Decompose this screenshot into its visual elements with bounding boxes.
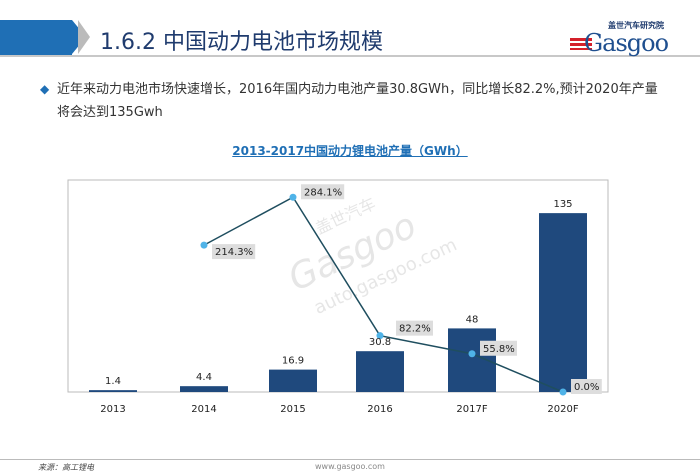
gasgoo-logo: 盖世汽车研究院 Gasgoo [570,20,690,60]
website: www.gasgoo.com [315,462,385,471]
line-label: 284.1% [304,187,342,198]
footer-divider [0,459,700,460]
line-label-bg [301,184,345,200]
line-label: 0.0% [574,382,599,393]
line-label: 82.2% [399,324,431,335]
x-tick-label: 2013 [100,404,125,415]
x-tick-label: 2020F [547,404,578,415]
bar-2013 [89,390,137,392]
bar-2014 [180,386,228,392]
bar-label: 30.8 [369,337,391,348]
source-note: 来源：高工锂电 [38,463,94,472]
line-label-bg [571,379,602,394]
logo-stripes [570,38,592,50]
summary-text: 近年来动力电池市场快速增长，2016年国内动力电池产量30.8GWh，同比增长8… [57,82,658,120]
page-title: 1.6.2 中国动力电池市场规模 [100,30,383,55]
line-point [559,388,567,396]
watermark: 盖世汽车 Gasgoo auto.gasgoo.com [282,194,460,319]
bar-2016 [356,351,404,392]
bar-label: 4.4 [196,372,212,383]
line-point [468,350,476,358]
header-band [0,20,72,55]
line-point [200,241,208,249]
chart-title: 2013-2017中国动力锂电池产量（GWh） [232,144,468,158]
bar-2020F [539,213,587,392]
line-label-bg [480,340,517,356]
line-label: 55.8% [483,344,515,355]
x-tick-label: 2015 [280,404,305,415]
bar-label: 16.9 [282,356,304,367]
plot-area [67,179,609,393]
logo-cn: 盖世汽车研究院 [608,21,664,30]
logo-en: Gasgoo [584,29,669,57]
bar-label: 48 [466,314,479,325]
line-point [289,193,297,201]
line-label: 214.3% [215,247,253,258]
x-tick-label: 2014 [191,404,216,415]
bullet-icon: ◆ [40,82,50,96]
chevron-decoration [78,20,90,54]
x-tick-label: 2016 [367,404,392,415]
line-point [376,332,384,340]
bar-label: 135 [553,199,572,210]
x-tick-label: 2017F [456,404,487,415]
bar-label: 1.4 [105,376,121,387]
bar-2015 [269,369,317,392]
line-label-bg [212,244,256,260]
line-label-bg [396,320,433,336]
divider [0,55,700,57]
